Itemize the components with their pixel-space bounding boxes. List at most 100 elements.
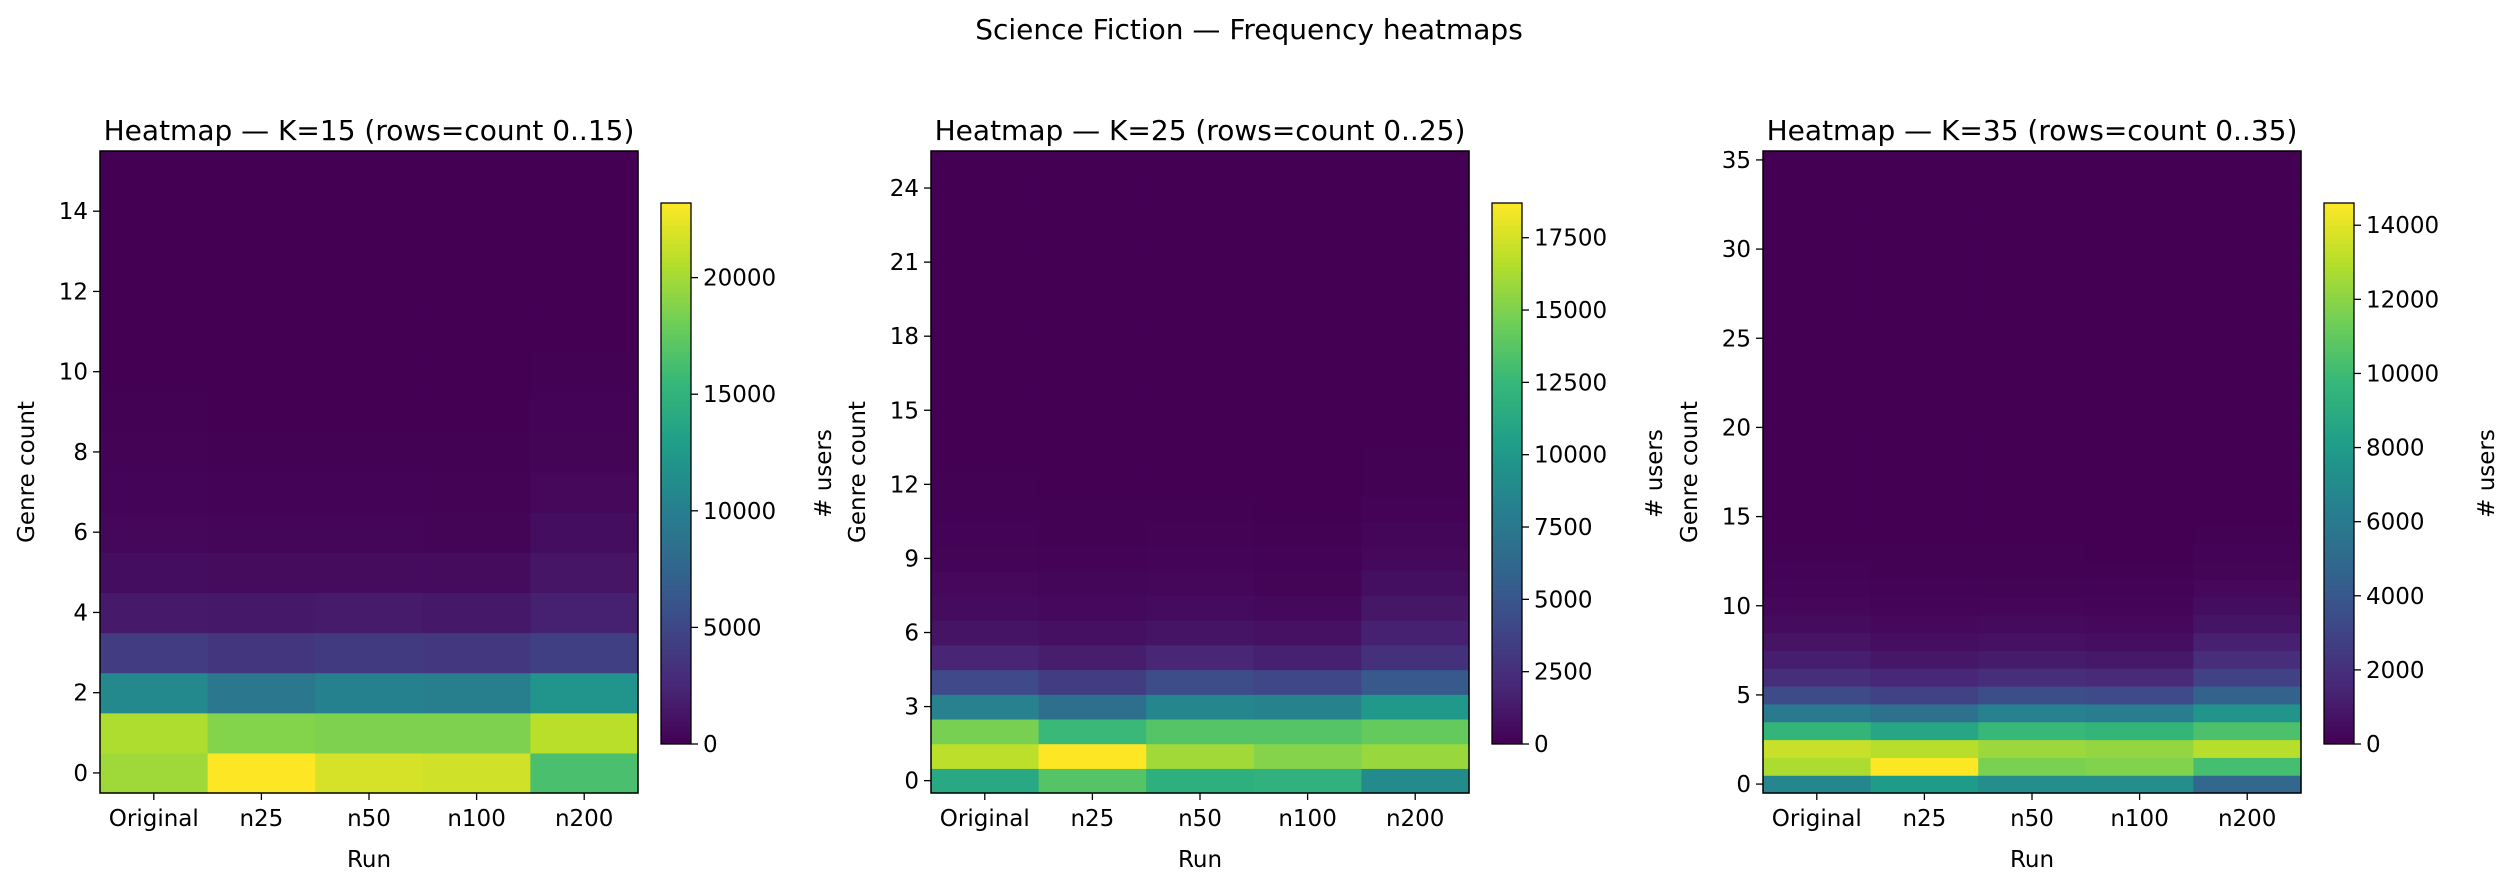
colorbar-segment [661,703,691,709]
colorbar-segment [1492,577,1522,583]
colorbar-segment [1492,203,1522,209]
colorbar-segment [1492,230,1522,236]
heatmap-cell [2193,418,2302,437]
heatmap-cell [1146,694,1255,720]
colorbar-segment [661,311,691,317]
colorbar-segment [1492,599,1522,605]
colorbar-segment [2324,532,2354,538]
heatmap-cell [1361,472,1470,498]
heatmap-cell [1763,721,1872,741]
colorbar-segment [661,207,691,213]
colorbar-segment [661,622,691,628]
colorbar-segment [2324,514,2354,520]
heatmap-cell [2193,525,2302,544]
heatmap-cell [2085,293,2194,313]
heatmap-cell [1870,168,1979,188]
heatmap-cell [1870,204,1979,223]
heatmap-cell [315,311,424,353]
heatmap-cell [1038,570,1147,597]
x-tick-label: n25 [239,806,283,832]
heatmap-cell [1763,347,1872,366]
colorbar-segment [661,721,691,727]
heatmap-cell [1763,151,1872,170]
colorbar-segment [661,437,691,443]
colorbar-segment [2324,721,2354,727]
heatmap-cell [1763,561,1872,580]
heatmap-cell [207,632,316,674]
heatmap-cell [1253,644,1362,671]
colorbar-tick-label: 2500 [1534,660,1593,686]
colorbar-segment [1492,586,1522,592]
colorbar-segment [1492,347,1522,353]
heatmap-cell [422,391,531,433]
heatmap-cell [1870,579,1979,598]
heatmap-cell [931,546,1040,572]
colorbar-segment [2324,527,2354,533]
colorbar-segment [661,306,691,312]
colorbar-segment [1492,333,1522,339]
colorbar-segment [661,293,691,299]
heatmap-cell [1870,632,1979,651]
colorbar-label: # users [1642,429,1668,518]
heatmap-cell [100,512,209,553]
colorbar-segment [2324,455,2354,461]
colorbar-segment [1492,293,1522,299]
colorbar-segment [1492,568,1522,574]
heatmap-cell [1978,703,2087,723]
colorbar-segment [2324,676,2354,682]
heatmap-cells [100,151,639,794]
heatmap-cell [1038,299,1147,325]
x-tick-label: Original [1772,806,1862,832]
heatmap-cell [1763,579,1872,598]
colorbar-segment [1492,414,1522,420]
heatmap-cell [1978,775,2087,794]
heatmap-cell [1978,240,2087,259]
colorbar-segment [2324,523,2354,529]
colorbar-segment [2324,509,2354,515]
heatmap-cell [422,351,531,393]
colorbar-segment [661,712,691,718]
colorbar-segment [1492,491,1522,497]
colorbar-segment [661,662,691,668]
colorbar-segment [661,671,691,677]
colorbar-segment [661,500,691,506]
colorbar-segment [1492,369,1522,375]
colorbar-segment [1492,707,1522,713]
heatmap-cell [2085,400,2194,420]
colorbar-segment [1492,473,1522,479]
heatmap-cell [2085,686,2194,705]
colorbar-segment [1492,455,1522,461]
heatmap-cell [1038,521,1147,547]
colorbar-tick-label: 0 [1534,732,1549,758]
colorbar-segment [1492,234,1522,240]
colorbar-segment [1492,297,1522,303]
y-tick-label: 15 [890,398,919,424]
colorbar-segment [2324,734,2354,740]
colorbar-segment [1492,685,1522,691]
colorbar-segment [661,284,691,290]
colorbar-segment [1492,482,1522,488]
heatmap-cell [1253,570,1362,597]
colorbar-segment [1492,468,1522,474]
heatmap-cell [315,512,424,553]
colorbar-segment [2324,369,2354,375]
heatmap-cell [931,447,1040,473]
heatmap-cell [931,743,1040,769]
heatmap-cell [2193,775,2302,794]
colorbar-segment [661,509,691,515]
colorbar-segment [661,730,691,736]
heatmap-cell [1978,757,2087,776]
colorbar-segment [661,644,691,650]
heatmap-cell [2085,382,2194,402]
heatmap-cell [2085,507,2194,527]
heatmap-cell [1763,400,1872,420]
heatmap-cell [315,231,424,272]
heatmap-cell [1870,186,1979,206]
heatmap-cell [2193,650,2302,669]
heatmap-cell [1146,200,1255,226]
colorbar-segment [661,248,691,254]
colorbar-segment [2324,428,2354,434]
colorbar-segment [661,365,691,371]
heatmap-cell [1763,240,1872,259]
y-tick-label: 6 [904,621,919,647]
